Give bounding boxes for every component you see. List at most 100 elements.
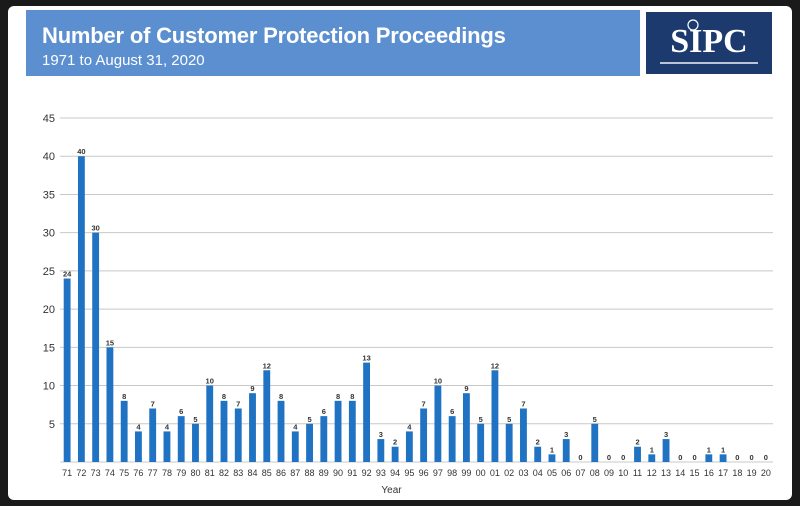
bar [377,439,385,462]
bar [106,347,114,462]
bar-value-label: 0 [750,453,754,462]
bar-value-label: 8 [122,392,126,401]
x-tick-label: 97 [433,468,443,478]
x-tick-label: 13 [661,468,671,478]
x-tick-label: 79 [176,468,186,478]
x-tick-label: 90 [333,468,343,478]
x-tick-label: 96 [419,468,429,478]
bar [320,416,328,462]
x-tick-label: 09 [604,468,614,478]
y-tick-label: 40 [43,151,55,163]
bar-value-label: 13 [362,354,370,363]
bar-value-label: 15 [106,338,114,347]
bar-value-label: 10 [434,377,442,386]
x-tick-label: 76 [133,468,143,478]
bar-value-label: 8 [350,392,354,401]
x-tick-label: 15 [690,468,700,478]
logo-tagline-bar [660,62,758,64]
chart-subtitle: 1971 to August 31, 2020 [42,52,205,69]
bar [548,454,556,462]
bar-value-label: 9 [464,384,468,393]
bar [249,393,256,462]
bar [405,431,413,462]
x-tick-label: 85 [262,468,272,478]
bar-value-label: 7 [151,399,155,408]
chart-frame: Number of Customer Protection Proceeding… [8,6,792,500]
bar-value-label: 0 [578,453,582,462]
bar-value-label: 1 [721,445,725,454]
bar-value-label: 0 [607,453,611,462]
x-tick-label: 03 [518,468,528,478]
bar-value-label: 7 [236,399,240,408]
bar [220,400,228,462]
bar [562,439,570,462]
bar-value-label: 6 [450,407,454,416]
bar-value-label: 0 [621,453,625,462]
x-tick-label: 99 [461,468,471,478]
x-tick-label: 86 [276,468,286,478]
bar [505,423,513,462]
x-tick-label: 98 [447,468,457,478]
x-tick-label: 19 [747,468,757,478]
x-tick-label: 08 [590,468,600,478]
x-tick-label: 75 [119,468,129,478]
bar-value-label: 5 [193,415,197,424]
bar [277,400,285,462]
bar [534,446,542,462]
x-tick-label: 80 [190,468,200,478]
bar [163,431,171,462]
bar-value-label: 1 [707,445,711,454]
x-tick-label: 74 [105,468,115,478]
x-tick-label: 71 [62,468,72,478]
bar [291,431,299,462]
logo-text: SIPC [670,23,747,60]
x-tick-label: 84 [248,468,258,478]
x-tick-label: 82 [219,468,229,478]
bar-value-label: 8 [336,392,340,401]
bar-value-label: 2 [635,438,639,447]
x-tick-label: 11 [633,468,642,478]
bar-value-label: 5 [507,415,511,424]
bar-value-label: 4 [407,422,412,431]
chart-title: Number of Customer Protection Proceeding… [42,23,506,48]
bar [177,416,185,462]
y-tick-label: 25 [43,266,55,278]
x-tick-label: 72 [76,468,86,478]
bar-value-label: 1 [550,445,554,454]
bar [263,370,271,462]
bar [348,400,356,462]
bar-value-label: 2 [393,438,397,447]
bar-value-label: 1 [650,445,654,454]
y-tick-label: 35 [43,189,55,201]
bar-value-label: 0 [678,453,682,462]
bar [234,408,242,462]
logo-seal-icon [687,19,699,31]
bar [434,385,442,462]
x-tick-label: 18 [732,468,742,478]
x-tick-label: 78 [162,468,172,478]
bar [648,454,656,462]
bar [363,362,371,462]
bar [448,416,456,462]
x-tick-label: 10 [618,468,628,478]
sipc-logo: SIPC [644,10,774,76]
bar-value-label: 40 [77,147,85,156]
x-tick-label: 88 [305,468,315,478]
bar [491,370,499,462]
x-tick-label: 77 [148,468,158,478]
x-axis-title: Year [381,485,402,496]
bar-value-label: 12 [491,361,499,370]
bar-value-label: 0 [735,453,739,462]
bar-value-label: 6 [179,407,183,416]
x-tick-label: 93 [376,468,386,478]
y-tick-label: 5 [49,419,55,431]
bar-value-label: 4 [293,422,298,431]
x-tick-label: 91 [347,468,357,478]
x-tick-label: 02 [504,468,514,478]
bar-chart: 5101520253035404524714072307315748754767… [43,113,773,496]
bar-value-label: 3 [379,430,383,439]
x-tick-label: 92 [362,468,372,478]
bar [520,408,527,462]
title-banner: Number of Customer Protection Proceeding… [26,10,640,76]
y-tick-label: 15 [43,342,55,354]
